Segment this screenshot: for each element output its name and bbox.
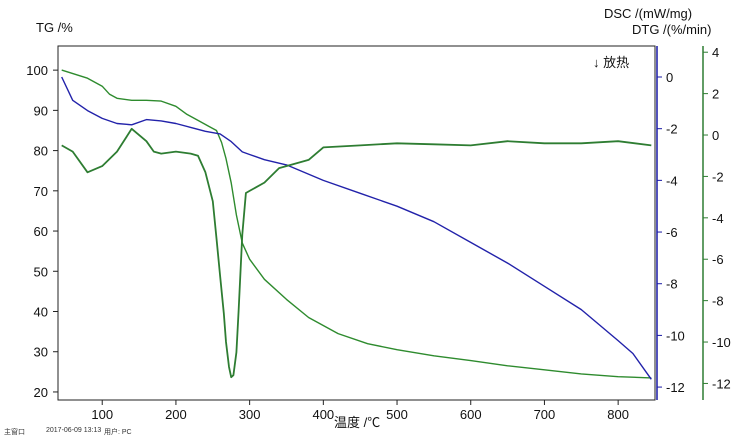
- tg-series-line: [61, 69, 652, 379]
- x-tick-label-200: 200: [165, 407, 187, 422]
- dtg-tick-label--10: -10: [712, 335, 731, 350]
- tg-tick-label-100: 100: [26, 63, 48, 78]
- tg-axis-title: TG /%: [36, 20, 73, 35]
- dsc-tick-label--8: -8: [666, 277, 678, 292]
- series-layer: [61, 69, 652, 380]
- footer-window: 主窗口: [4, 429, 25, 436]
- x-tick-label-300: 300: [239, 407, 261, 422]
- dsc-tick-label--6: -6: [666, 225, 678, 240]
- x-axis-title: 温度 /℃: [334, 415, 381, 430]
- dtg-tick-label--8: -8: [712, 294, 724, 309]
- footer-user: 用户: PC: [104, 429, 132, 436]
- dtg-tick-label-0: 0: [712, 128, 719, 143]
- dtg-series-line: [61, 127, 652, 379]
- tg-tick-label-60: 60: [34, 224, 48, 239]
- x-tick-label-500: 500: [386, 407, 408, 422]
- tg-tick-label-70: 70: [34, 184, 48, 199]
- dtg-axis-title: DTG /(%/min): [632, 22, 712, 37]
- tg-tick-label-50: 50: [34, 264, 48, 279]
- dsc-tick-label--12: -12: [666, 380, 685, 395]
- tg-tick-label-40: 40: [34, 305, 48, 320]
- dtg-tick-label--12: -12: [712, 376, 731, 391]
- x-tick-label-100: 100: [91, 407, 113, 422]
- dtg-tick-label--6: -6: [712, 252, 724, 267]
- dsc-tick-label-0: 0: [666, 70, 673, 85]
- x-tick-label-700: 700: [534, 407, 556, 422]
- dtg-tick-label-2: 2: [712, 87, 719, 102]
- x-tick-label-600: 600: [460, 407, 482, 422]
- tg-tick-label-90: 90: [34, 103, 48, 118]
- x-tick-label-800: 800: [607, 407, 629, 422]
- x-tick-label-400: 400: [312, 407, 334, 422]
- dsc-series-line: [61, 76, 652, 380]
- dtg-tick-label-4: 4: [712, 45, 719, 60]
- tg-tick-label-80: 80: [34, 144, 48, 159]
- dsc-tick-label--4: -4: [666, 173, 678, 188]
- footer-date: 2017-06-09 13:13: [46, 427, 102, 434]
- dsc-tick-label--10: -10: [666, 328, 685, 343]
- dtg-tick-label--4: -4: [712, 211, 724, 226]
- dsc-axis-title: DSC /(mW/mg): [604, 6, 693, 21]
- tg-tick-label-30: 30: [34, 345, 48, 360]
- tg-tick-label-20: 20: [34, 385, 48, 400]
- axes-layer: 100 200 300 400 500 600 700 8002030405060708090…: [26, 45, 731, 422]
- plot-frame: [57, 45, 656, 401]
- dsc-tick-label--2: -2: [666, 122, 678, 137]
- exothermic-annotation: ↓ 放热: [593, 55, 630, 70]
- dtg-tick-label--2: -2: [712, 169, 724, 184]
- plot-frame-rect: [57, 45, 656, 401]
